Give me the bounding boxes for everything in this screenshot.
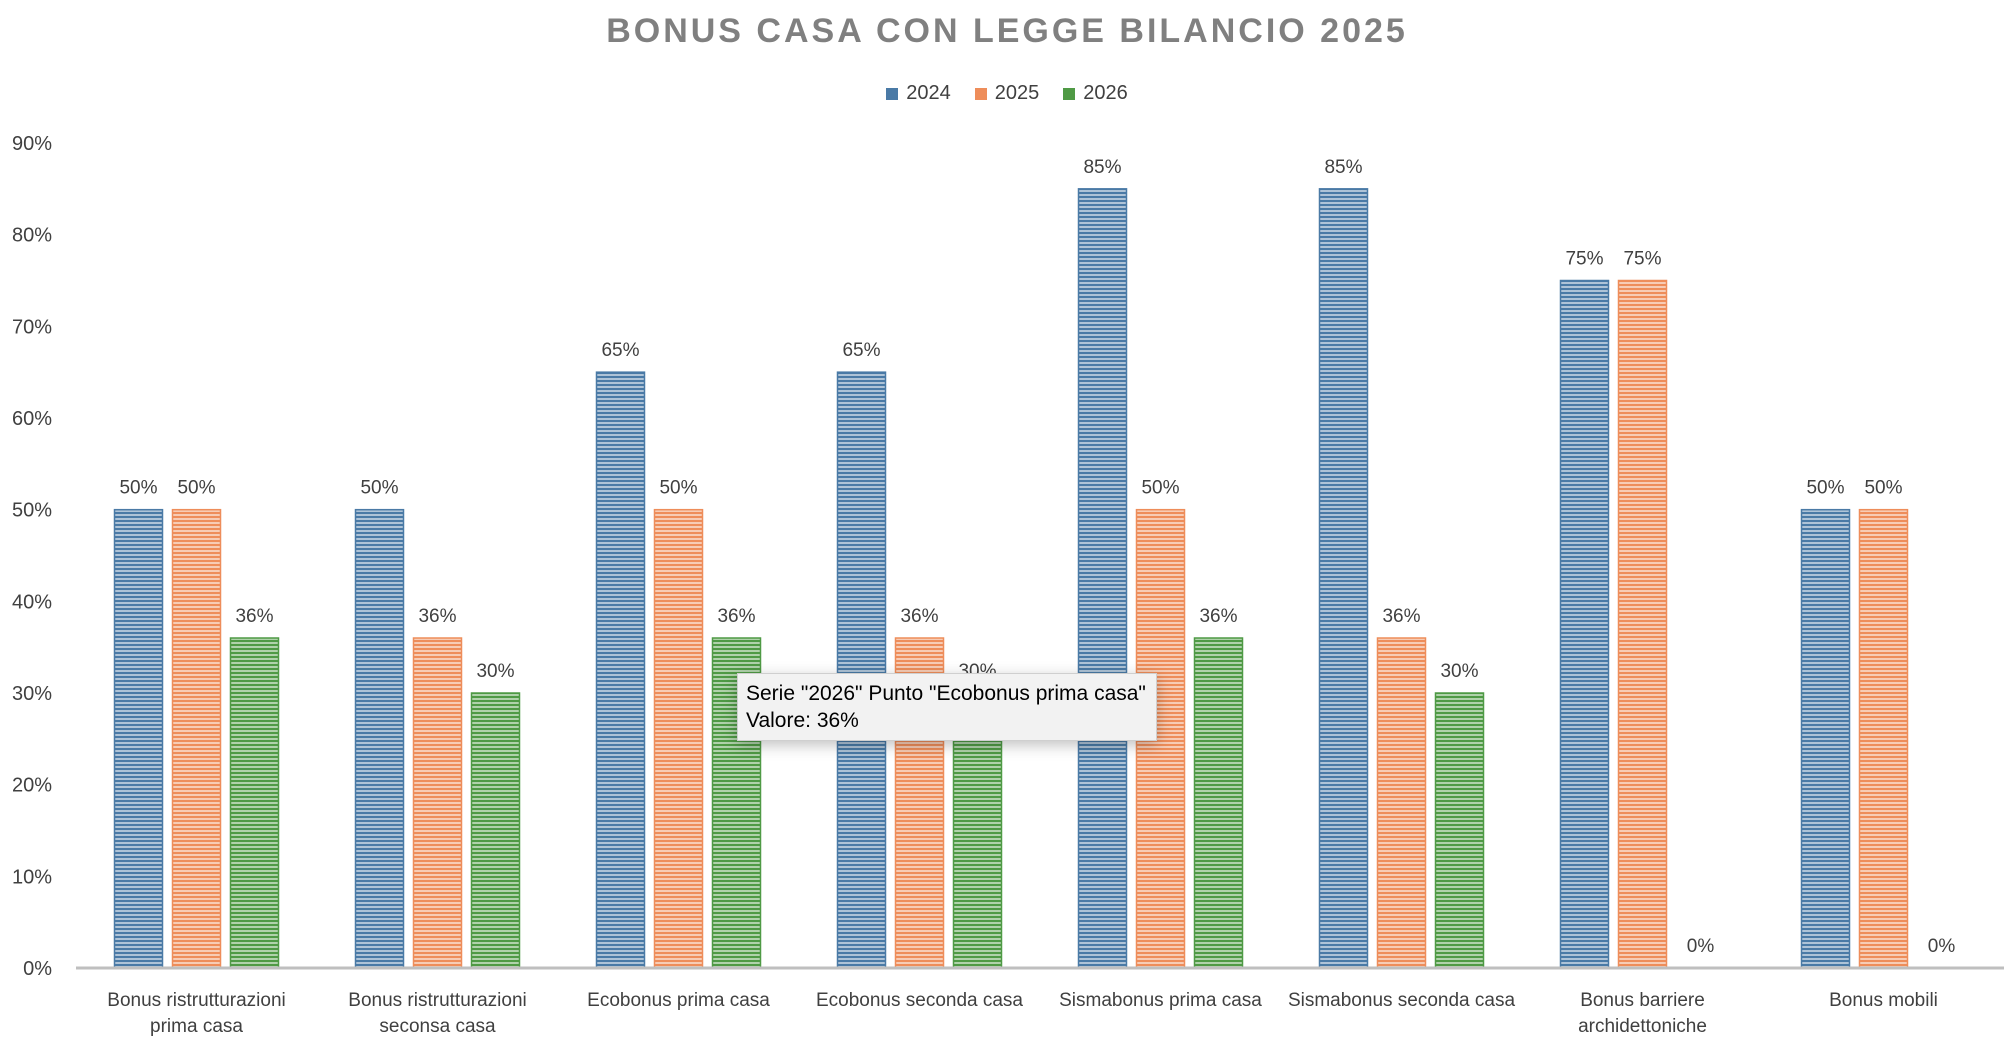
x-category-label: Bonus ristrutturazioni: [107, 990, 285, 1011]
tooltip-value: Valore: 36%: [746, 709, 859, 732]
data-label-2025-3: 36%: [900, 606, 938, 627]
bar-2024-1[interactable]: [354, 508, 405, 969]
legend-swatch-2026: [1063, 87, 1076, 100]
bar-2024-0[interactable]: [113, 508, 164, 969]
y-tick-label: 80%: [12, 225, 52, 247]
data-label-2025-2: 50%: [659, 478, 697, 499]
legend-swatch-2025: [974, 87, 987, 100]
data-label-2025-1: 36%: [418, 606, 456, 627]
data-label-2024-6: 75%: [1565, 249, 1603, 270]
data-label-2024-3: 65%: [842, 340, 880, 361]
bar-2024-5[interactable]: [1318, 188, 1369, 969]
bar-2025-1[interactable]: [412, 637, 463, 969]
chart-title: BONUS CASA CON LEGGE BILANCIO 2025: [606, 12, 1408, 50]
data-label-2025-5: 36%: [1382, 606, 1420, 627]
bar-2024-4[interactable]: [1077, 188, 1128, 969]
x-category-label: Bonus mobili: [1829, 990, 1938, 1011]
data-label-2026-6: 0%: [1687, 936, 1715, 957]
x-category-label: Bonus barriere: [1580, 990, 1705, 1011]
data-point-tooltip: Serie "2026" Punto "Ecobonus prima casa"…: [737, 673, 1157, 741]
data-label-2025-0: 50%: [177, 478, 215, 499]
legend-item-2026[interactable]: 2026: [1063, 82, 1128, 105]
data-label-2024-7: 50%: [1806, 478, 1844, 499]
x-category-label: prima casa: [150, 1016, 243, 1037]
bar-2024-3[interactable]: [836, 371, 887, 969]
data-label-2024-5: 85%: [1324, 157, 1362, 178]
legend-label-2024: 2024: [906, 82, 951, 104]
data-label-2026-0: 36%: [235, 606, 273, 627]
data-label-2024-1: 50%: [360, 478, 398, 499]
data-label-2025-6: 75%: [1623, 249, 1661, 270]
data-label-2026-2: 36%: [717, 606, 755, 627]
bar-2025-5[interactable]: [1376, 637, 1427, 969]
bar-2026-1[interactable]: [470, 692, 521, 969]
bar-2026-5[interactable]: [1434, 692, 1485, 969]
x-category-label: archidettoniche: [1578, 1016, 1707, 1037]
x-category-label: Ecobonus seconda casa: [816, 990, 1023, 1011]
data-label-2024-2: 65%: [601, 340, 639, 361]
bar-2024-6[interactable]: [1559, 279, 1610, 969]
y-tick-label: 70%: [12, 316, 52, 338]
y-tick-label: 50%: [12, 500, 52, 522]
x-category-label: Sismabonus prima casa: [1059, 990, 1262, 1011]
data-label-2026-1: 30%: [476, 661, 514, 682]
data-label-2025-7: 50%: [1864, 478, 1902, 499]
y-tick-label: 90%: [12, 133, 52, 155]
data-label-2025-4: 50%: [1141, 478, 1179, 499]
legend: 2024 2025 2026: [0, 82, 2014, 105]
bar-2026-4[interactable]: [1193, 637, 1244, 969]
bar-2024-2[interactable]: [595, 371, 646, 969]
legend-label-2025: 2025: [994, 82, 1040, 104]
y-tick-label: 10%: [12, 866, 52, 888]
data-label-2026-4: 36%: [1199, 606, 1237, 627]
data-label-2024-4: 85%: [1083, 157, 1121, 178]
bar-2026-0[interactable]: [229, 637, 280, 969]
x-category-label: Ecobonus prima casa: [587, 990, 770, 1011]
data-label-2026-7: 0%: [1928, 936, 1956, 957]
y-tick-label: 0%: [23, 958, 52, 980]
x-category-label: Bonus ristrutturazioni: [348, 990, 526, 1011]
bar-2025-2[interactable]: [653, 508, 704, 969]
legend-swatch-2024: [886, 87, 899, 100]
y-tick-label: 60%: [12, 408, 52, 430]
y-tick-label: 30%: [12, 683, 52, 705]
data-label-2026-5: 30%: [1440, 661, 1478, 682]
bar-2024-7[interactable]: [1800, 508, 1851, 969]
legend-label-2026: 2026: [1083, 82, 1128, 104]
legend-item-2025[interactable]: 2025: [974, 82, 1040, 105]
tooltip-series-point: Serie "2026" Punto "Ecobonus prima casa": [746, 682, 1146, 705]
data-label-2024-0: 50%: [119, 478, 157, 499]
y-tick-label: 20%: [12, 775, 52, 797]
bar-2025-7[interactable]: [1858, 508, 1909, 969]
legend-item-2024[interactable]: 2024: [886, 82, 951, 105]
x-category-label: seconsa casa: [379, 1016, 496, 1037]
x-category-label: Sismabonus seconda casa: [1288, 990, 1516, 1011]
bar-2025-6[interactable]: [1617, 279, 1668, 969]
y-tick-label: 40%: [12, 591, 52, 613]
bar-2025-0[interactable]: [171, 508, 222, 969]
